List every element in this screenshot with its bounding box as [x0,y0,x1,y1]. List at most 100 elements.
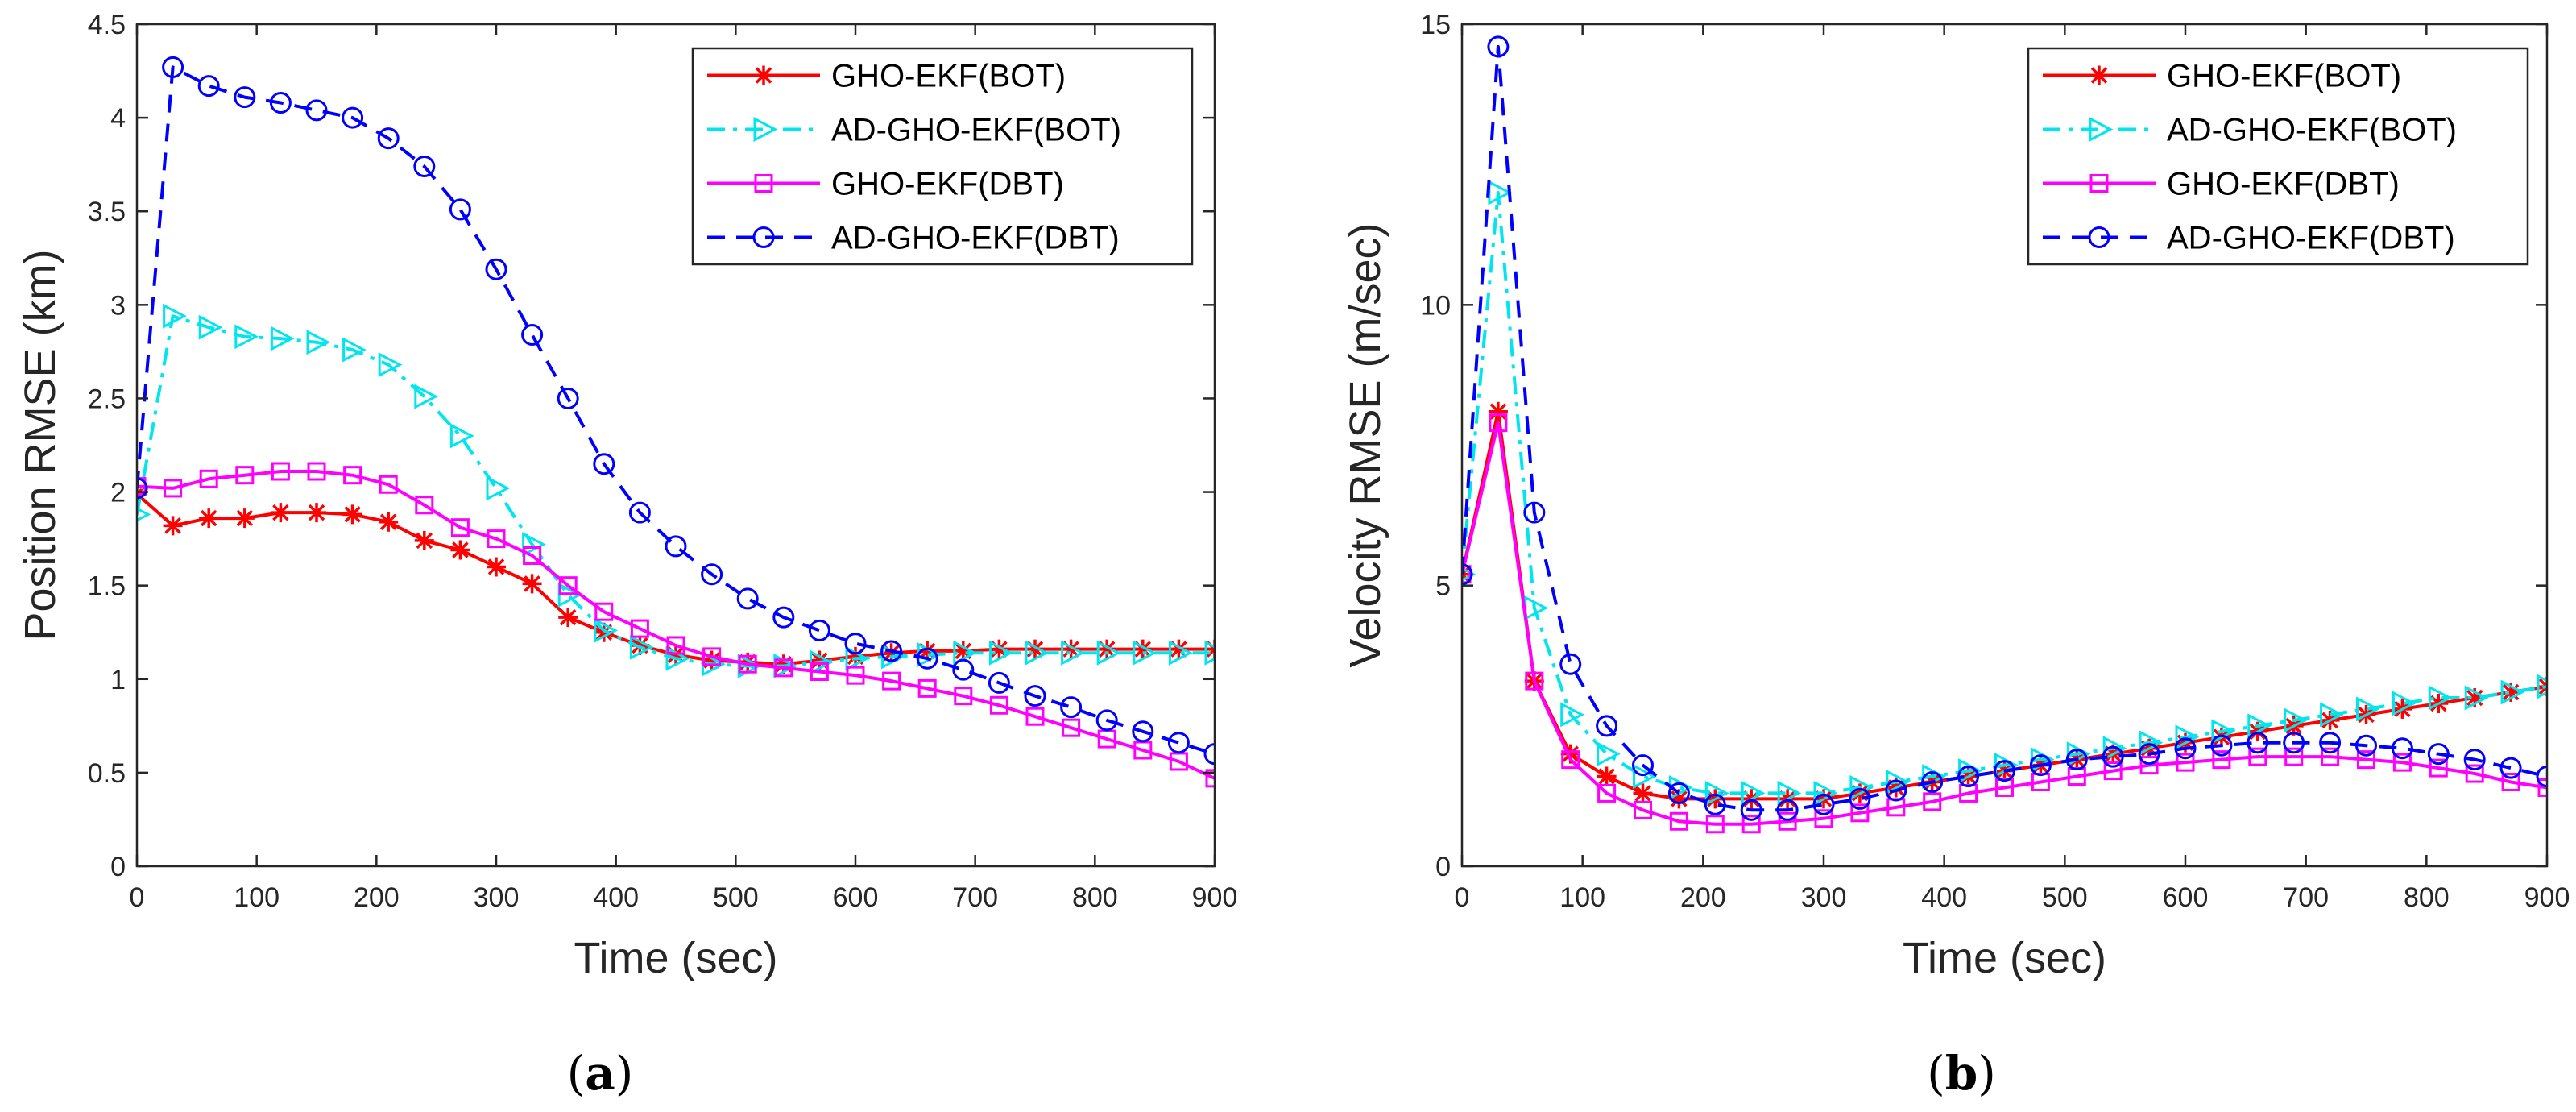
series-1-point-8 [414,384,439,409]
y-tick-label: 2 [110,478,126,508]
series-1-point-23 [953,640,978,666]
series-1-point-22 [2247,713,2272,739]
series-1-point-18 [2102,736,2127,761]
x-tick-label: 300 [474,882,520,913]
series-3-point-19 [808,619,830,641]
series-3-point-26 [1060,696,1083,719]
series-3-point-27 [1095,709,1118,732]
series-2-point-5 [307,462,326,481]
y-tick-label: 1.5 [88,571,126,602]
y-tick-label: 0.5 [88,758,126,789]
series-3-point-30 [1203,743,1215,766]
series-3-point-25 [1024,685,1046,707]
series-3-point-17 [2065,749,2088,771]
series-1-point-26 [2392,691,2417,716]
series-0-point-8 [414,530,434,550]
series-0-point-27 [1097,639,1117,659]
y-tick-label: 0 [110,852,126,882]
series-0-point-4 [271,503,291,523]
series-3-point-22 [2247,732,2269,754]
series-2-point-3 [1561,750,1580,770]
series-2-point-18 [2103,761,2123,781]
series-1-point-24 [2320,702,2344,728]
series-1-point-20 [2175,724,2200,750]
series-0-point-9 [450,540,470,560]
series-1-point-27 [2428,685,2453,711]
series-3-point-14 [628,501,651,524]
series-0-point-2 [199,508,219,529]
legend-label-3: AD-GHO-EKF(DBT) [831,221,1120,256]
caption-letter: a [585,1046,615,1101]
caption-letter: b [1945,1046,1978,1101]
legend-label-2: GHO-EKF(DBT) [2167,167,2400,202]
series-1-point-14 [629,634,654,660]
series-3-point-23 [952,658,975,681]
series-3-point-2 [197,75,220,98]
series-1-point-3 [1560,702,1584,728]
series-0-point-5 [1633,783,1653,803]
series-1-point-29 [1168,640,1193,666]
legend-box [2027,47,2529,266]
series-1-point-5 [306,330,331,355]
caption-close-paren: ) [615,1046,634,1101]
series-3-point-20 [2174,737,2197,760]
legend-label-0: GHO-EKF(BOT) [831,59,1066,94]
legend-marker-0 [2089,65,2109,85]
legend: GHO-EKF(BOT) AD-GHO-EKF(BOT) GHO-EKF(DBT) A… [2027,47,2529,266]
legend-marker-2 [754,174,773,193]
series-1-point-27 [1096,640,1121,666]
series-1-point-28 [1133,640,1158,666]
x-tick-label: 500 [2042,882,2088,913]
series-0-point-25 [1025,639,1045,659]
series-1-point-7 [378,352,403,378]
series-0-point-18 [773,654,793,674]
series-1-point-7 [1704,780,1729,806]
y-tick-label: 0 [1435,852,1451,882]
series-2-point-24 [2321,747,2340,766]
series-3-point-19 [2138,743,2160,766]
series-2-point-5 [1634,800,1652,819]
panel-caption: (b) [1927,1046,1996,1101]
series-3-point-20 [844,633,867,655]
series-3-point-10 [485,258,507,280]
series-3-point-29 [2499,757,2522,779]
axes-box [135,23,1216,868]
series-2-point-28 [2465,764,2484,783]
legend-box [691,47,1194,266]
series-3-point-7 [1704,793,1726,815]
series-2-point-0 [1462,565,1472,584]
series-3-point-17 [736,587,759,610]
series-2-point-9 [1778,811,1797,831]
x-tick-label: 100 [234,882,280,913]
series-1-point-12 [557,582,582,608]
series-group [137,56,1215,788]
series-2-point-20 [846,666,865,685]
series-2-point-26 [2392,753,2412,772]
y-tick-label: 4 [110,103,126,134]
series-0-point-29 [2501,683,2521,703]
series-0-point-29 [1169,639,1189,659]
series-0-point-24 [989,639,1009,659]
series-0-point-26 [1061,639,1081,659]
x-axis-title: Time (sec) [574,934,778,982]
series-3-point-6 [1667,782,1690,804]
series-line-3 [1462,44,2547,812]
series-2-point-1 [1489,413,1508,433]
x-tick-label: 900 [1192,882,1238,913]
x-tick-label: 800 [2404,882,2450,913]
series-1-point-11 [1849,774,1874,800]
series-2-point-13 [1923,792,1942,811]
series-3-point-28 [1132,720,1154,743]
series-2-point-21 [882,671,901,691]
series-3-point-29 [1167,732,1190,754]
legend-marker-3 [752,226,775,248]
series-1-point-8 [1741,780,1766,806]
series-3-point-15 [665,535,687,558]
series-2-point-6 [343,466,362,485]
series-1-point-30 [2537,674,2547,699]
series-0-point-13 [594,622,614,642]
x-tick-label: 600 [833,882,879,913]
y-tick-label: 3 [110,290,126,321]
series-2-point-11 [1850,803,1870,823]
